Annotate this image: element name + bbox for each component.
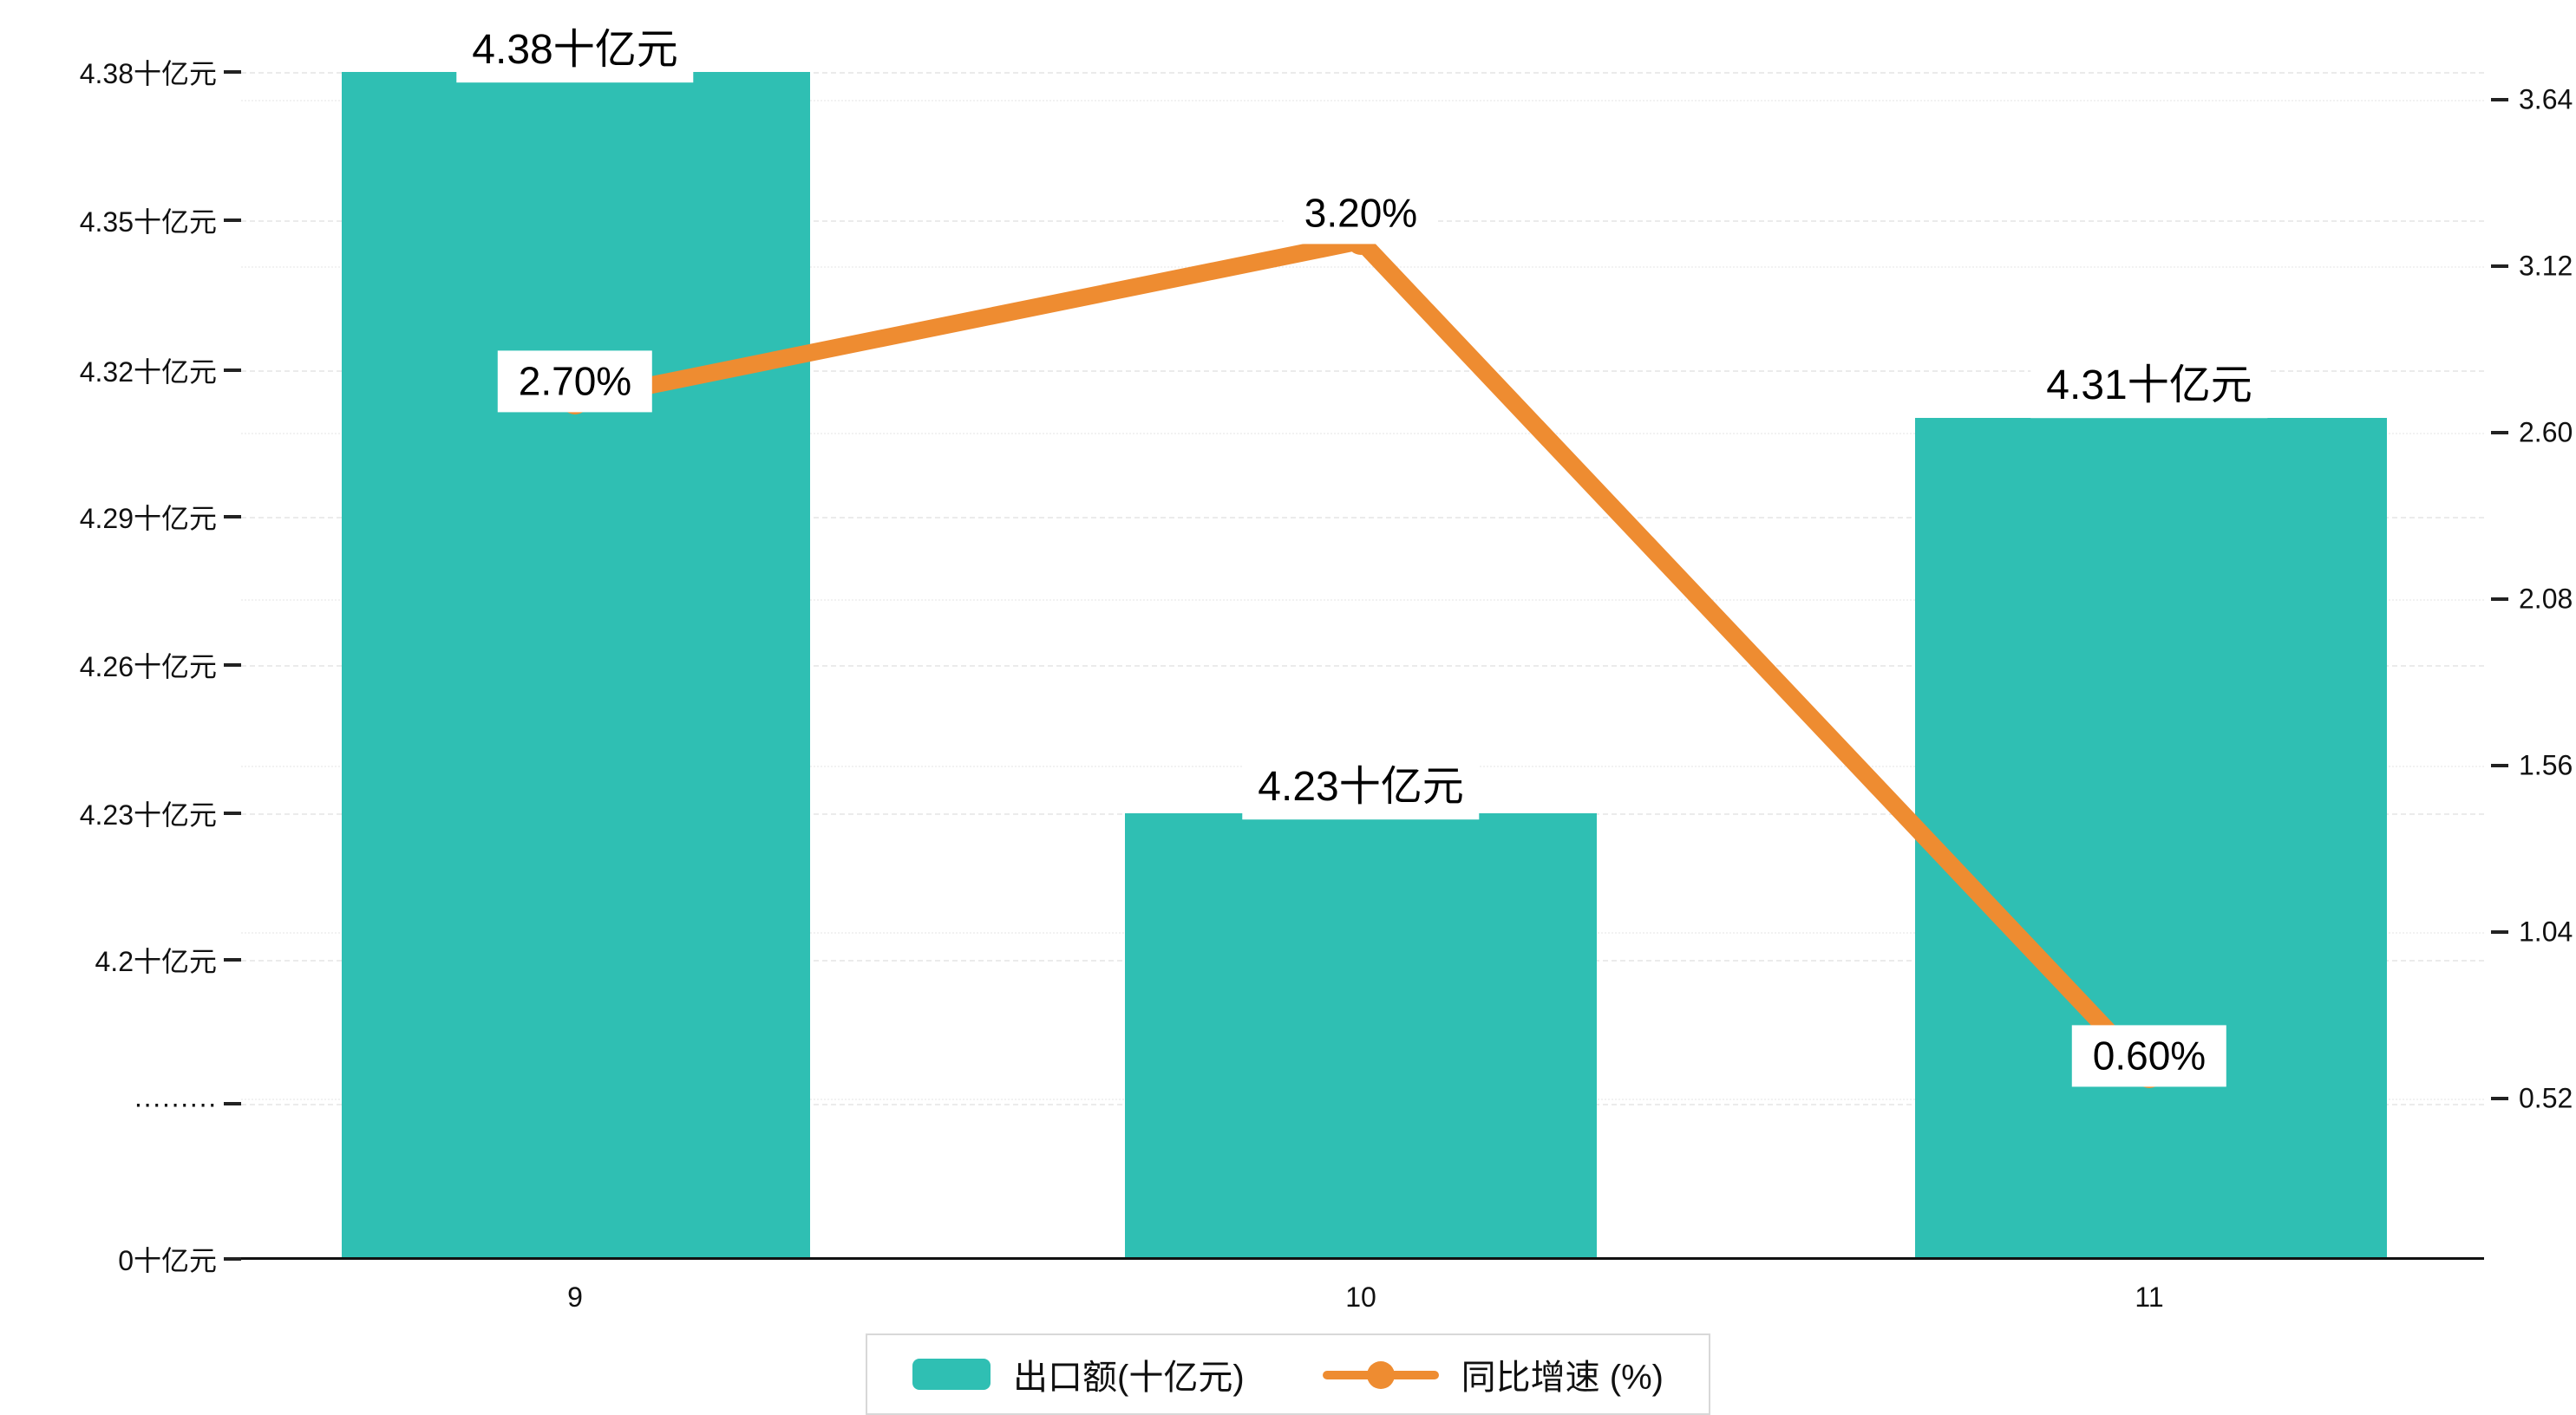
right-axis-tick-label: 1.04 bbox=[2519, 916, 2573, 948]
legend-label-export: 出口额(十亿元) bbox=[1013, 1359, 1245, 1397]
legend-label-growth: 同比增速 (%) bbox=[1461, 1359, 1664, 1397]
left-axis-tick-label: 4.38十亿元 bbox=[79, 58, 217, 89]
axis-break-label: ········· bbox=[134, 1087, 217, 1119]
left-axis-tick bbox=[224, 812, 241, 815]
x-axis-label-month-10: 10 bbox=[1345, 1281, 1376, 1313]
right-axis-tick bbox=[2491, 264, 2508, 268]
export-label-month-10: 4.23十亿元 bbox=[1242, 755, 1480, 819]
right-axis-tick bbox=[2491, 930, 2508, 934]
export-bar-month-11 bbox=[1915, 418, 2387, 1259]
x-axis-label-month-9: 9 bbox=[567, 1281, 583, 1313]
left-axis-tick-label: 4.29十亿元 bbox=[79, 503, 217, 534]
right-axis-tick bbox=[2491, 1097, 2508, 1100]
legend-item-growth[interactable]: 同比增速 (%) bbox=[1322, 1349, 1664, 1399]
export-bar-month-10 bbox=[1125, 813, 1597, 1259]
left-axis-tick bbox=[224, 368, 241, 372]
bar-swatch-icon bbox=[912, 1359, 991, 1390]
left-y-axis: 4.38十亿元 4.35十亿元 4.32十亿元 4.29十亿元 4.26十亿元 … bbox=[0, 0, 217, 1415]
left-axis-tick bbox=[224, 70, 241, 74]
export-label-month-11: 4.31十亿元 bbox=[2030, 354, 2268, 418]
left-axis-tick-label: 4.35十亿元 bbox=[79, 206, 217, 238]
right-axis-tick-label: 2.08 bbox=[2519, 583, 2573, 615]
left-axis-tick bbox=[224, 1102, 241, 1105]
growth-label-month-10: 3.20% bbox=[1283, 182, 1439, 245]
right-axis-tick bbox=[2491, 431, 2508, 434]
left-axis-tick bbox=[224, 515, 241, 518]
line-circle-marker-icon bbox=[1322, 1358, 1439, 1391]
gridline bbox=[241, 72, 2484, 74]
left-axis-tick-label: 4.2十亿元 bbox=[95, 946, 218, 977]
x-axis-label-month-11: 11 bbox=[2135, 1281, 2164, 1313]
x-axis-line bbox=[241, 1257, 2484, 1260]
right-axis-tick-label: 1.56 bbox=[2519, 749, 2573, 781]
growth-label-month-9: 2.70% bbox=[497, 350, 653, 413]
right-y-axis: 3.64 3.12 2.60 2.08 1.56 1.04 0.52 bbox=[2519, 0, 2576, 1415]
left-axis-tick-label: 4.26十亿元 bbox=[79, 651, 217, 682]
left-axis-tick bbox=[224, 218, 241, 222]
left-axis-tick-label: 4.23十亿元 bbox=[79, 799, 217, 831]
right-axis-tick-label: 0.52 bbox=[2519, 1082, 2573, 1114]
export-label-month-9: 4.38十亿元 bbox=[456, 18, 694, 82]
legend: 出口额(十亿元) 同比增速 (%) bbox=[866, 1333, 1710, 1415]
legend-item-export[interactable]: 出口额(十亿元) bbox=[912, 1349, 1245, 1399]
growth-label-month-11: 0.60% bbox=[2071, 1025, 2227, 1087]
left-axis-tick bbox=[224, 958, 241, 962]
right-axis-tick bbox=[2491, 764, 2508, 767]
right-axis-tick bbox=[2491, 597, 2508, 601]
right-axis-tick-label: 3.64 bbox=[2519, 83, 2573, 115]
right-axis-tick bbox=[2491, 98, 2508, 101]
right-axis-tick-label: 2.60 bbox=[2519, 416, 2573, 448]
left-axis-tick-label: 0十亿元 bbox=[118, 1245, 217, 1276]
export-bar-month-9 bbox=[342, 72, 810, 1259]
gridline bbox=[241, 100, 2484, 101]
left-axis-tick-label: 4.32十亿元 bbox=[79, 356, 217, 388]
left-axis-tick bbox=[224, 663, 241, 667]
left-axis-tick bbox=[224, 1257, 241, 1261]
right-axis-tick-label: 3.12 bbox=[2519, 250, 2573, 282]
